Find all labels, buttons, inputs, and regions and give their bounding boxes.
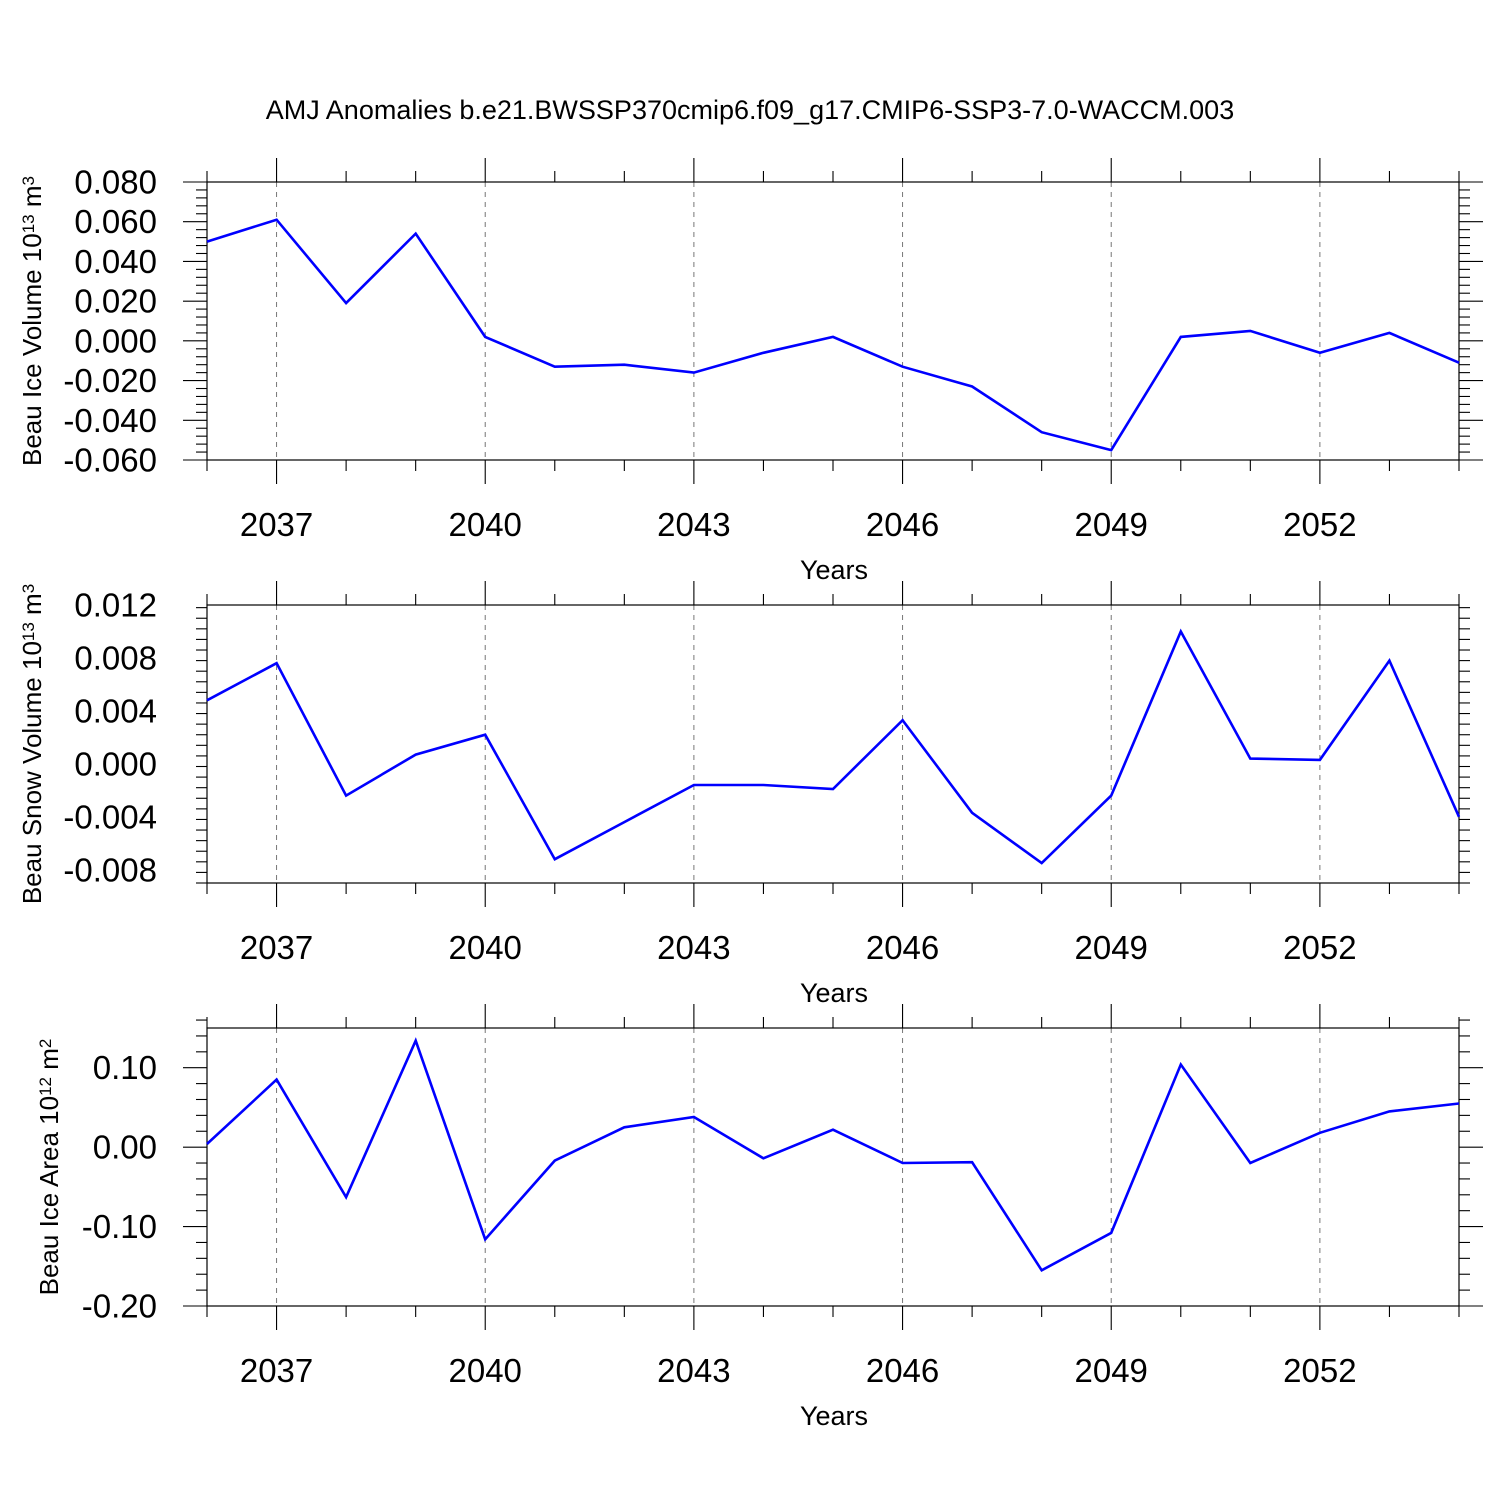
y-axis-title-exponent: 13 <box>19 622 38 641</box>
y-axis-title-text: m <box>17 185 47 214</box>
y-axis-title-text: Beau Ice Area 10 <box>34 1096 64 1295</box>
x-tick-label: 2052 <box>1283 506 1356 543</box>
y-tick-label: 0.020 <box>74 283 157 320</box>
x-tick-label: 2052 <box>1283 929 1356 966</box>
x-tick-label: 2037 <box>240 929 313 966</box>
y-axis-title-exponent: 3 <box>19 176 38 185</box>
chart-title: AMJ Anomalies b.e21.BWSSP370cmip6.f09_g1… <box>266 95 1234 125</box>
y-axis-title-exponent: 13 <box>19 214 38 233</box>
y-axis-title-text: m <box>34 1048 64 1077</box>
y-tick-label: -0.008 <box>63 851 157 888</box>
y-tick-label: 0.012 <box>74 587 157 624</box>
y-axis-title-text: m <box>17 593 47 622</box>
y-axis-title: Beau Ice Area 1012 m2 <box>34 1039 64 1296</box>
x-tick-label: 2040 <box>449 929 522 966</box>
x-tick-label: 2037 <box>240 506 313 543</box>
y-tick-label: -0.020 <box>63 362 157 399</box>
plot-frame <box>206 604 1460 884</box>
x-tick-label: 2049 <box>1075 1352 1148 1389</box>
y-tick-label: -0.10 <box>82 1208 157 1245</box>
y-axis-title-text: Beau Ice Volume 10 <box>17 233 47 466</box>
y-axis-title-exponent: 3 <box>19 584 38 593</box>
y-tick-label: -0.20 <box>82 1288 157 1325</box>
x-tick-label: 2049 <box>1075 929 1148 966</box>
y-tick-label: 0.060 <box>74 203 157 240</box>
series-line <box>206 218 1460 452</box>
x-tick-label: 2043 <box>657 506 730 543</box>
y-tick-label: 0.000 <box>74 322 157 359</box>
x-tick-label: 2040 <box>449 1352 522 1389</box>
x-tick-label: 2040 <box>449 506 522 543</box>
y-tick-label: -0.004 <box>63 798 157 835</box>
x-tick-label: 2046 <box>866 506 939 543</box>
y-axis-title: Beau Ice Volume 1013 m3 <box>17 176 47 466</box>
x-tick-label: 2037 <box>240 1352 313 1389</box>
y-tick-label: 0.000 <box>74 745 157 782</box>
y-axis-title-text: Beau Snow Volume 10 <box>17 641 47 904</box>
series-line <box>206 628 1461 865</box>
plot-frame <box>206 181 1460 461</box>
y-axis-title-exponent: 2 <box>36 1039 55 1048</box>
x-tick-label: 2043 <box>657 1352 730 1389</box>
x-tick-label: 2049 <box>1075 506 1148 543</box>
y-tick-label: -0.040 <box>63 402 157 439</box>
y-axis-title: Beau Snow Volume 1013 m3 <box>17 584 47 904</box>
y-tick-label: 0.040 <box>74 243 157 280</box>
x-tick-label: 2043 <box>657 929 730 966</box>
series-line <box>206 1037 1460 1273</box>
y-tick-label: 0.10 <box>93 1049 157 1086</box>
plot-frame <box>206 1027 1460 1307</box>
y-tick-label: 0.004 <box>74 692 157 729</box>
x-tick-label: 2046 <box>866 1352 939 1389</box>
panel-ice-volume: -0.060-0.040-0.0200.0000.0200.0400.0600.… <box>17 158 1483 585</box>
x-tick-label: 2052 <box>1283 1352 1356 1389</box>
x-tick-label: 2046 <box>866 929 939 966</box>
x-axis-title: Years <box>800 555 868 585</box>
y-tick-label: -0.060 <box>63 442 157 479</box>
x-axis-title: Years <box>800 1401 868 1431</box>
y-tick-label: 0.080 <box>74 164 157 201</box>
y-tick-label: 0.00 <box>93 1129 157 1166</box>
y-axis-title-exponent: 12 <box>36 1077 55 1096</box>
x-axis-title: Years <box>800 978 868 1008</box>
panel-snow-volume: -0.008 -0.004 0.000 0.004 0.008 0.012 2037 2040… <box>17 581 1470 1008</box>
panel-ice-area: -0.20 -0.10 0.00 0.10 2037 2040 2043 2046 2049 20… <box>34 1004 1483 1431</box>
y-tick-label: 0.008 <box>74 639 157 676</box>
